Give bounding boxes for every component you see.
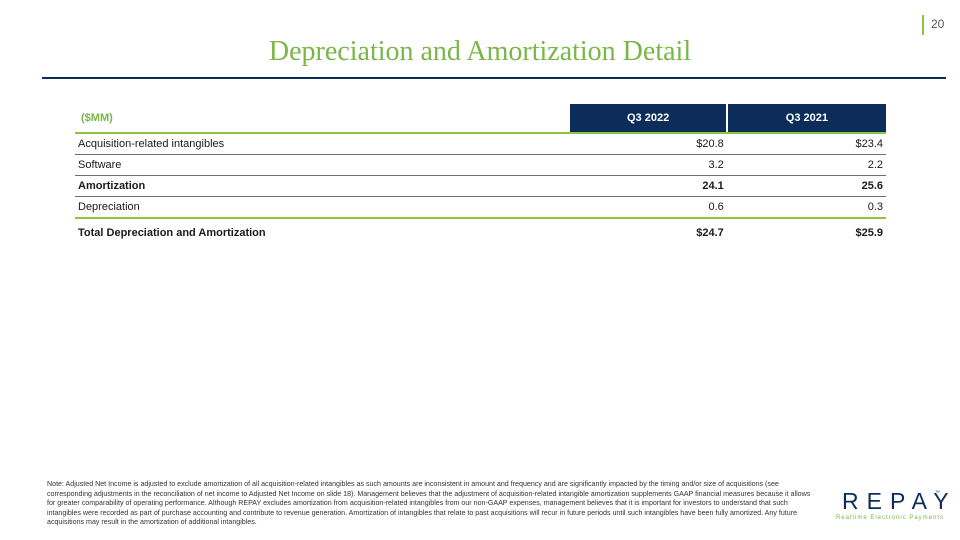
cell-q3-2022: 3.2 bbox=[570, 154, 727, 176]
page-number-divider bbox=[922, 15, 924, 35]
footnote: Note: Adjusted Net Income is adjusted to… bbox=[47, 480, 811, 527]
title-divider bbox=[42, 77, 946, 79]
table-row: Amortization 24.1 25.6 bbox=[75, 175, 886, 197]
cell-q3-2021: $25.9 bbox=[855, 227, 883, 239]
table-row: Depreciation 0.6 0.3 bbox=[75, 196, 886, 219]
table-total-row: Total Depreciation and Amortization $24.… bbox=[75, 218, 886, 247]
logo-wordmark: REPAY bbox=[842, 488, 957, 514]
column-header-q3-2021: Q3 2021 bbox=[726, 104, 886, 134]
table-row: Acquisition-related intangibles $20.8 $2… bbox=[75, 133, 886, 155]
table-header-row: ($MM) Q3 2022 Q3 2021 bbox=[75, 104, 886, 134]
units-header: ($MM) bbox=[75, 104, 571, 134]
row-label: Amortization bbox=[75, 175, 571, 197]
page-number: 20 bbox=[931, 17, 945, 31]
row-label: Total Depreciation and Amortization bbox=[78, 227, 266, 239]
cell-q3-2021: 25.6 bbox=[726, 175, 886, 197]
row-label: Acquisition-related intangibles bbox=[75, 133, 571, 155]
row-label: Depreciation bbox=[75, 196, 571, 219]
cell-q3-2022: 0.6 bbox=[570, 196, 727, 219]
page-title: Depreciation and Amortization Detail bbox=[268, 36, 692, 67]
depreciation-amortization-table: ($MM) Q3 2022 Q3 2021 Acquisition-relate… bbox=[75, 104, 886, 247]
cell-q3-2021: 2.2 bbox=[726, 154, 886, 176]
logo-trademark: ™ bbox=[935, 490, 940, 496]
row-label: Software bbox=[75, 154, 571, 176]
cell-q3-2021: 0.3 bbox=[726, 196, 886, 219]
table-row: Software 3.2 2.2 bbox=[75, 154, 886, 176]
logo-tagline: Realtime Electronic Payments bbox=[835, 515, 945, 521]
repay-logo: REPAY ™ Realtime Electronic Payments bbox=[835, 488, 949, 528]
cell-q3-2021: $23.4 bbox=[726, 133, 886, 155]
column-header-q3-2022: Q3 2022 bbox=[570, 104, 728, 134]
cell-q3-2022: $24.7 bbox=[696, 227, 724, 239]
cell-q3-2022: 24.1 bbox=[570, 175, 727, 197]
cell-q3-2022: $20.8 bbox=[570, 133, 727, 155]
